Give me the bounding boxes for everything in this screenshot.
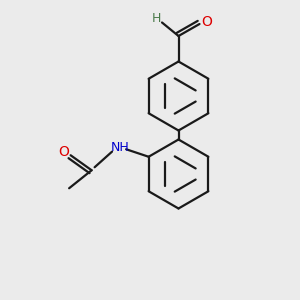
Text: H: H xyxy=(152,12,161,26)
Text: O: O xyxy=(202,15,212,28)
Text: O: O xyxy=(58,145,69,159)
Text: NH: NH xyxy=(111,141,130,154)
